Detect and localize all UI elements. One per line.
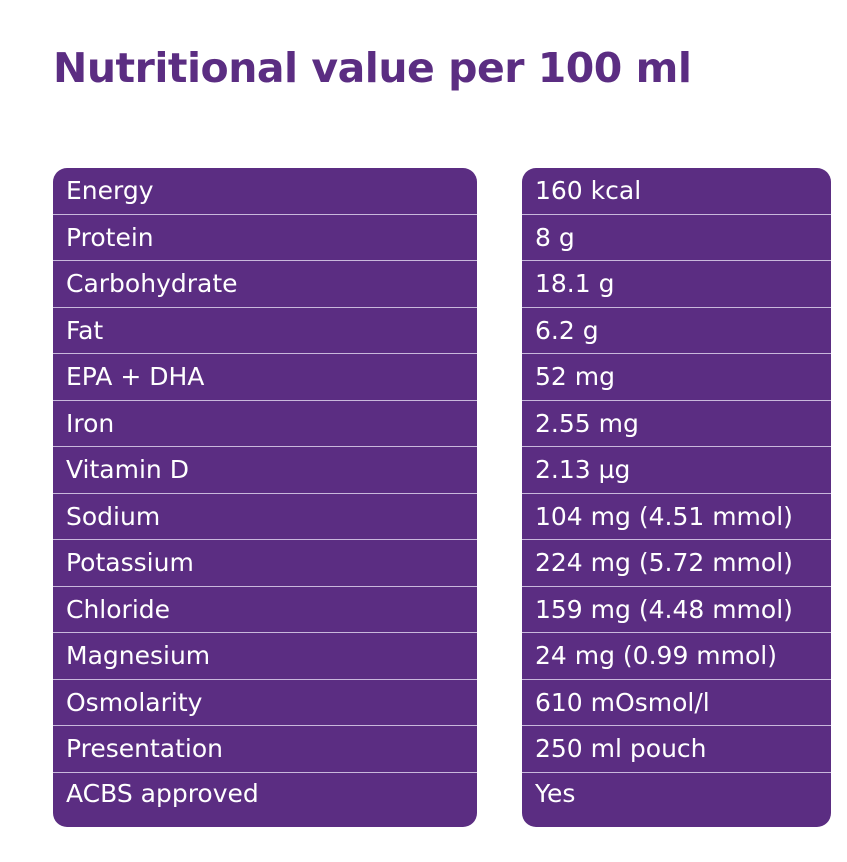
nutrient-label: Presentation	[53, 726, 477, 773]
nutrient-label: Protein	[53, 215, 477, 261]
nutrient-values-panel: 160 kcal 8 g 18.1 g 6.2 g 52 mg 2.55 mg 2.13 µ…	[522, 168, 831, 827]
nutrient-value: 610 mOsmol/l	[522, 680, 831, 726]
nutrient-value: 18.1 g	[522, 261, 831, 308]
nutrient-value: Yes	[535, 778, 576, 808]
nutrient-label: Chloride	[53, 587, 477, 633]
nutrient-value: 104 mg (4.51 mmol)	[522, 494, 831, 540]
nutrient-label: Iron	[53, 401, 477, 447]
nutrient-label: Vitamin D	[53, 447, 477, 494]
nutrient-label: Sodium	[53, 494, 477, 540]
nutrient-label: Energy	[53, 168, 477, 215]
nutrient-label: Osmolarity	[53, 680, 477, 726]
nutrient-value: 2.55 mg	[522, 401, 831, 447]
nutrient-value: 2.13 µg	[522, 447, 831, 494]
nutrient-label: Magnesium	[53, 633, 477, 680]
nutrient-value: 160 kcal	[522, 168, 831, 215]
nutrient-label: Carbohydrate	[53, 261, 477, 308]
nutrient-value: 52 mg	[522, 354, 831, 401]
nutrient-label: Fat	[53, 308, 477, 354]
nutrient-label: EPA + DHA	[53, 354, 477, 401]
nutrient-value: 159 mg (4.48 mmol)	[522, 587, 831, 633]
nutrient-value: 250 ml pouch	[522, 726, 831, 773]
nutrient-value: 24 mg (0.99 mmol)	[522, 633, 831, 680]
nutrient-value: 8 g	[522, 215, 831, 261]
nutrient-label: ACBS approved	[66, 778, 259, 808]
page-title: Nutritional value per 100 ml	[53, 44, 692, 92]
nutrient-value: 6.2 g	[522, 308, 831, 354]
nutrient-value: 224 mg (5.72 mmol)	[522, 540, 831, 587]
nutrient-label: Potassium	[53, 540, 477, 587]
nutrient-labels-panel: Energy Protein Carbohydrate Fat EPA + DHA Iro…	[53, 168, 477, 827]
